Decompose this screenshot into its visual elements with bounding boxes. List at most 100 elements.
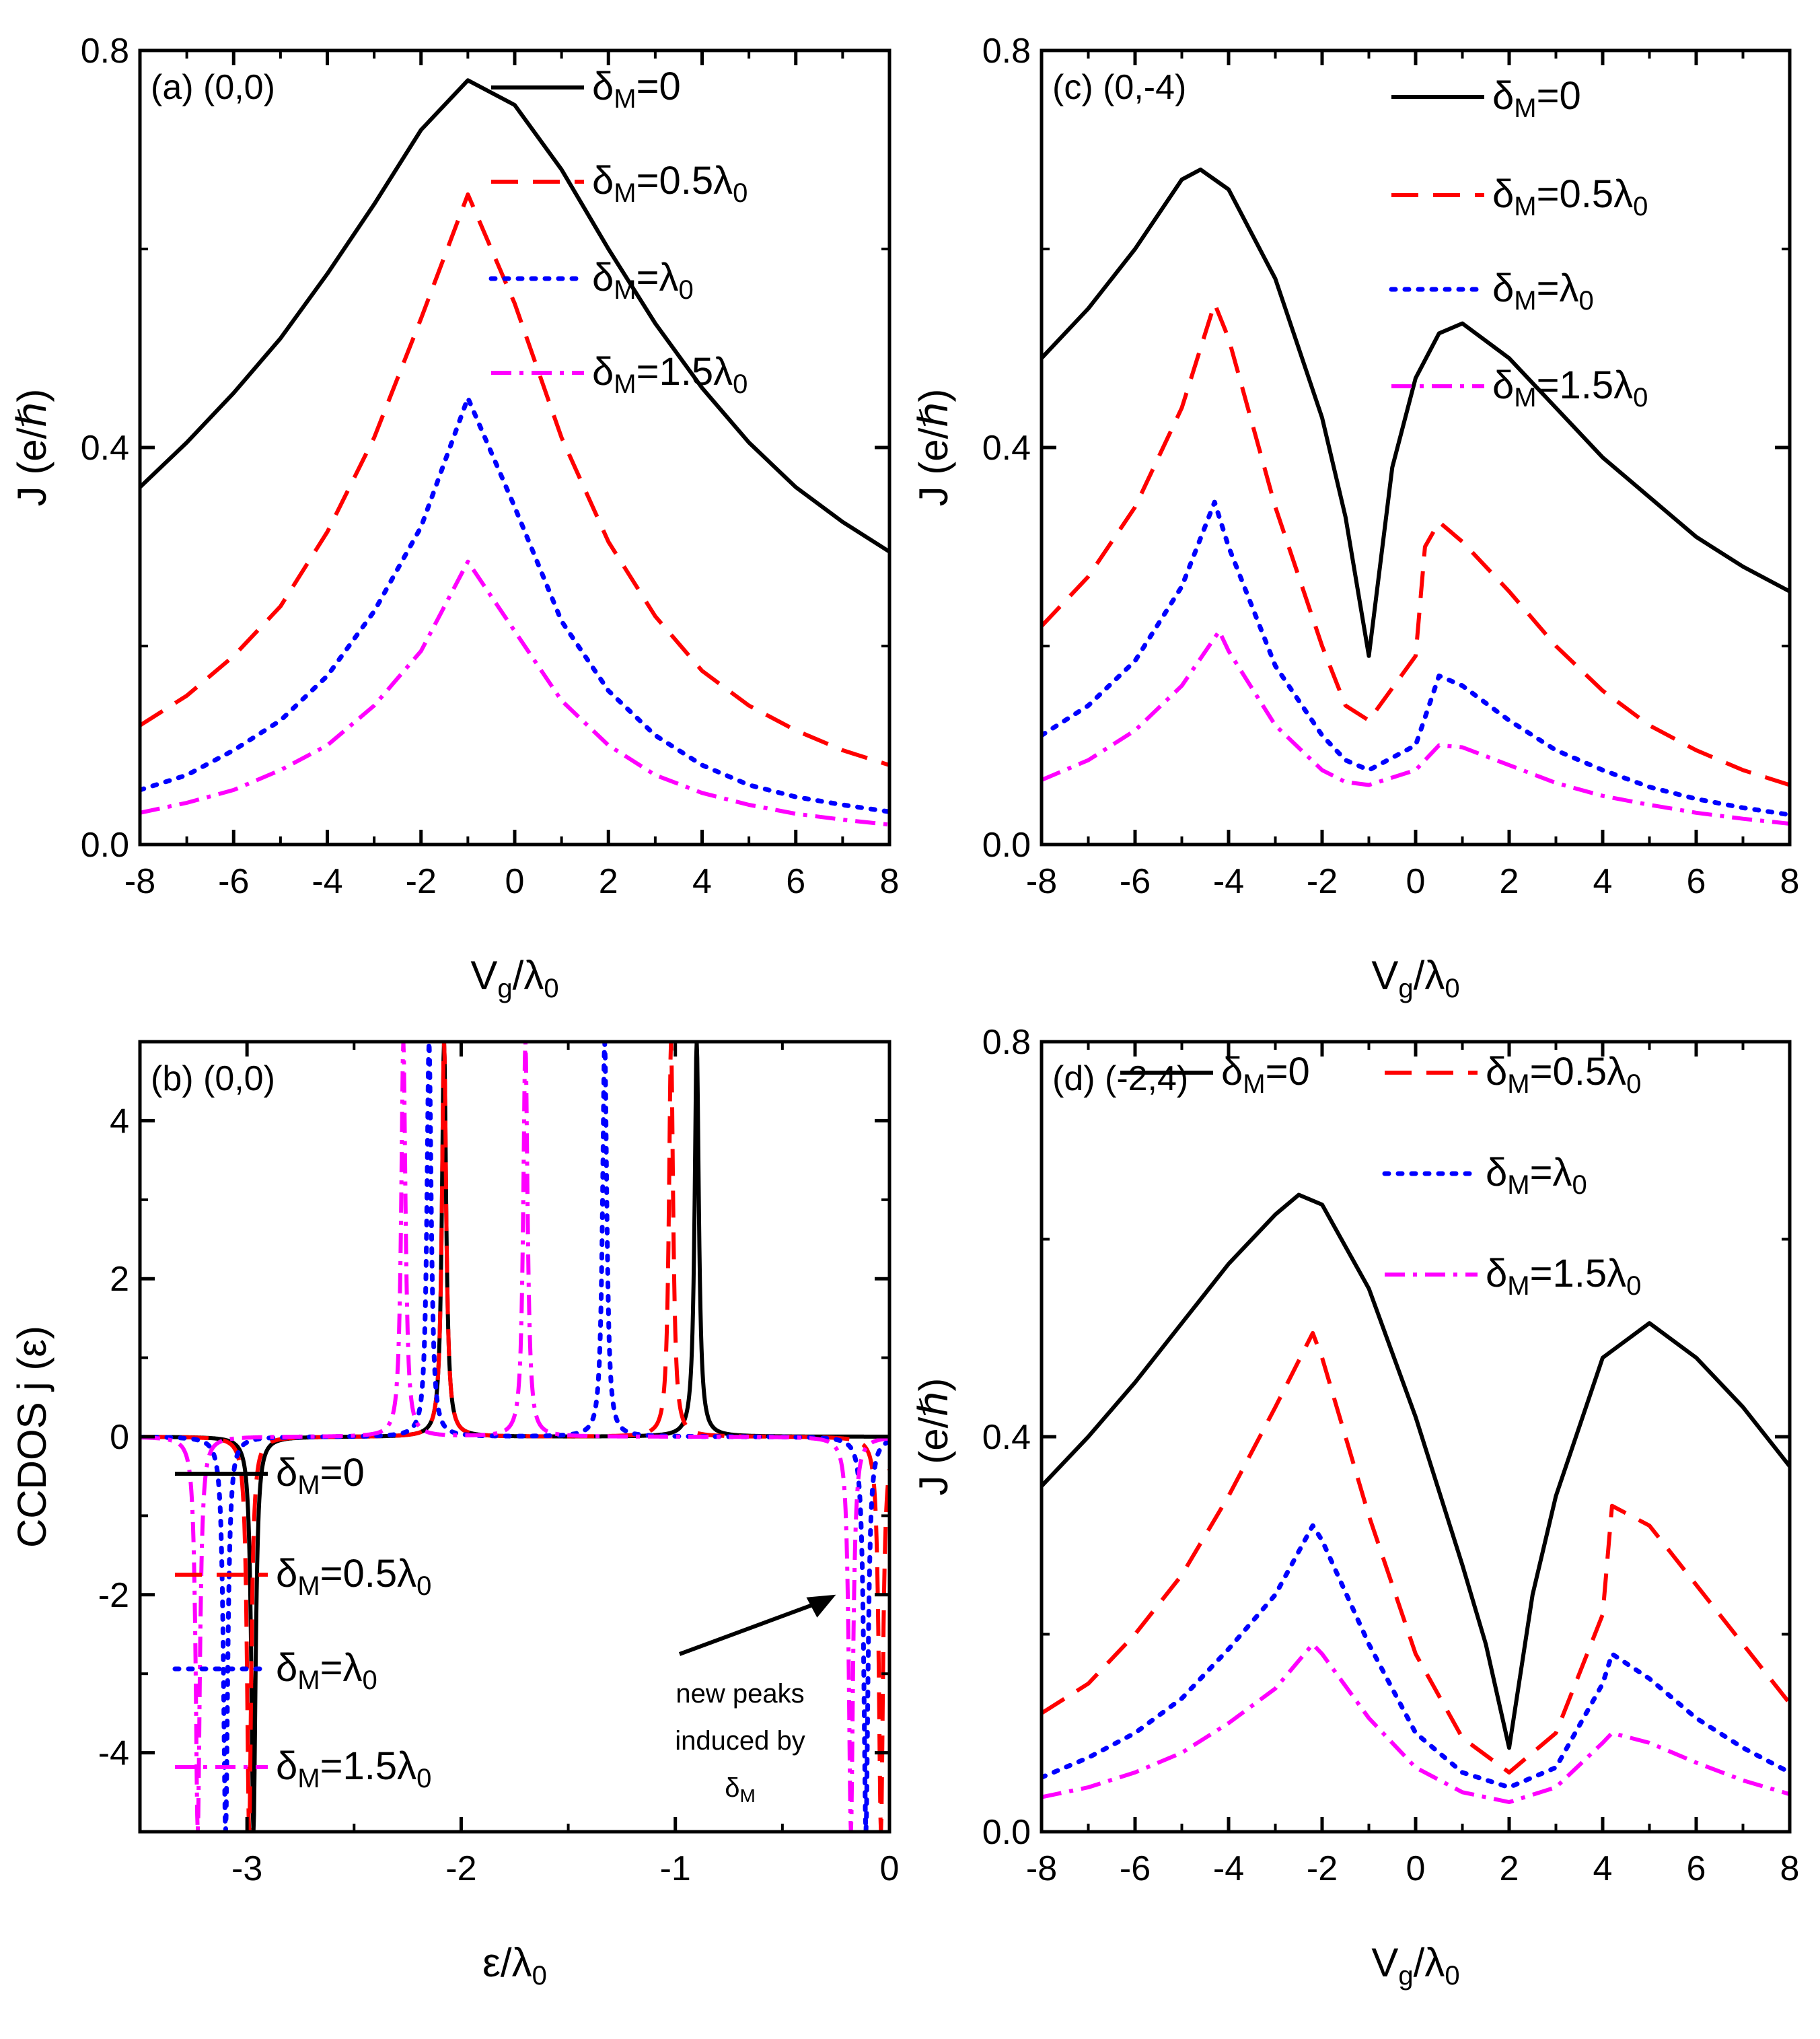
x-tick-label: 2: [1500, 862, 1519, 901]
x-axis-label-sub: g: [1398, 1961, 1413, 1991]
y-tick-label: -4: [98, 1734, 129, 1773]
legend-label-1: δM=0: [592, 65, 681, 114]
y-axis-label: J (e/ℏ): [9, 389, 54, 507]
legend-sub: M: [1507, 1170, 1529, 1200]
series-line-2: [140, 192, 889, 767]
x-tick-label: 8: [1780, 1849, 1800, 1888]
x-tick-label: -2: [445, 1849, 476, 1888]
legend-sub: M: [1514, 94, 1536, 123]
x-axis-label: Vg/λ0: [470, 953, 558, 1003]
legend-label-2: δM=0.5λ0: [592, 159, 748, 208]
x-tick-label: 2: [599, 862, 618, 901]
legend-eq: =0: [636, 65, 681, 108]
x-tick-label: 6: [1687, 862, 1706, 901]
x-tick-label: -4: [312, 862, 342, 901]
legend-tail-sub: 0: [1572, 1170, 1587, 1200]
annotation-arrow-head: [806, 1594, 836, 1618]
annotation-arrow-shaft: [678, 1596, 830, 1656]
panel-a: -8 -6 -4 -2 0 2 4 6 80.00.40.8Vg/λ0J (e/ℏ)(a) (0…: [9, 32, 899, 1003]
legend-tail-sub: 0: [1633, 192, 1648, 221]
legend-base: δ: [276, 1744, 297, 1788]
legend-eq: =0.5λ: [1537, 172, 1634, 216]
annotation-base: δ: [725, 1773, 739, 1803]
legend-label-2: δM=0.5λ0: [276, 1552, 431, 1601]
legend-label-3: δM=λ0: [1486, 1151, 1587, 1200]
series-group: [1042, 168, 1790, 826]
x-axis-label-mid: /λ: [1414, 1940, 1445, 1985]
legend-label-1: δM=0: [276, 1451, 365, 1500]
legend-tail-sub: 0: [1626, 1271, 1641, 1301]
series-line-2: [1042, 1330, 1790, 1775]
legend-tail-sub: 0: [733, 178, 748, 208]
x-axis-label-mid: /λ: [501, 1940, 532, 1985]
panel-label: (d) (-2,4): [1052, 1059, 1188, 1098]
x-axis-label-sub2: 0: [544, 974, 558, 1003]
annotation-line-2: induced by: [675, 1726, 805, 1756]
series-line-3: [1042, 1523, 1790, 1790]
legend-eq: =0.5λ: [1530, 1050, 1627, 1094]
y-axis-label: CCDOS j (ε): [9, 1326, 54, 1548]
legend-sub: M: [614, 178, 636, 208]
panel-d: -8 -6 -4 -2 0 2 4 6 80.00.40.8Vg/λ0J (e/ℏ)(d) (-…: [911, 1023, 1799, 1991]
y-tick-label: 0: [110, 1418, 129, 1457]
legend-base: δ: [1221, 1050, 1243, 1094]
x-tick-label: 8: [1780, 862, 1800, 901]
x-tick-label: -8: [1026, 1849, 1057, 1888]
legend-eq: =0: [1266, 1050, 1310, 1094]
legend-base: δ: [1492, 74, 1514, 118]
x-axis-label-sub: g: [1398, 974, 1413, 1003]
x-axis-label-main: V: [1371, 1940, 1398, 1985]
legend-eq: =λ: [1537, 266, 1579, 310]
y-tick-label: 2: [110, 1260, 129, 1299]
x-tick-label: 0: [880, 1849, 900, 1888]
panel-label: (a) (0,0): [151, 68, 275, 107]
x-axis-label-sub2: 0: [1445, 974, 1459, 1003]
x-tick-label: -8: [1026, 862, 1057, 901]
legend-base: δ: [1486, 1050, 1507, 1094]
series-line-1: [1042, 1192, 1790, 1750]
y-axis-label: J (e/ℏ): [911, 1378, 956, 1496]
x-tick-label: 4: [692, 862, 712, 901]
x-axis-label-main: V: [1371, 953, 1398, 998]
legend-sub: M: [614, 275, 636, 305]
legend-label-2: δM=0.5λ0: [1486, 1050, 1641, 1099]
legend-sub: M: [614, 84, 636, 114]
legend-base: δ: [592, 65, 614, 108]
x-tick-label: -3: [231, 1849, 262, 1888]
x-axis-label: Vg/λ0: [1371, 1940, 1459, 1991]
legend-label-3: δM=λ0: [592, 256, 694, 305]
x-axis-label: ε/λ0: [482, 1940, 547, 1991]
x-tick-label: 6: [786, 862, 805, 901]
y-tick-label: 0.4: [982, 429, 1031, 468]
legend-eq: =λ: [636, 256, 679, 299]
legend-label-4: δM=1.5λ0: [276, 1744, 431, 1793]
legend-base: δ: [276, 1451, 297, 1495]
series-line-3: [1042, 499, 1790, 818]
legend-tail-sub: 0: [416, 1764, 431, 1793]
x-tick-label: -2: [1307, 1849, 1338, 1888]
legend-eq: =1.5λ: [636, 350, 733, 394]
annotation-sub: M: [739, 1785, 755, 1806]
x-axis-label-mid: /λ: [1414, 953, 1445, 998]
legend-label-1: δM=0: [1492, 74, 1581, 123]
x-axis-label-mid: /λ: [513, 953, 544, 998]
legend-base: δ: [592, 350, 614, 394]
legend-sub: M: [1514, 286, 1536, 316]
panel-label: (c) (0,-4): [1052, 68, 1186, 107]
legend-sub: M: [1243, 1069, 1265, 1099]
axes-frame: [1040, 48, 1792, 847]
x-axis-label-main: V: [470, 953, 497, 998]
x-axis-label-sub2: 0: [532, 1961, 547, 1991]
panel-label: (b) (0,0): [151, 1059, 275, 1098]
y-tick-label: 0.0: [81, 826, 129, 865]
annotation-line-3: δM: [725, 1773, 756, 1806]
legend-eq: =1.5λ: [1537, 363, 1634, 407]
legend-label-4: δM=1.5λ0: [592, 350, 748, 399]
series-line-4: [1042, 629, 1790, 826]
legend-label-1: δM=0: [1221, 1050, 1310, 1099]
series-line-2: [1042, 301, 1790, 787]
legend-eq: =0.5λ: [320, 1552, 417, 1596]
x-tick-label: -1: [660, 1849, 691, 1888]
legend-base: δ: [1486, 1151, 1507, 1194]
